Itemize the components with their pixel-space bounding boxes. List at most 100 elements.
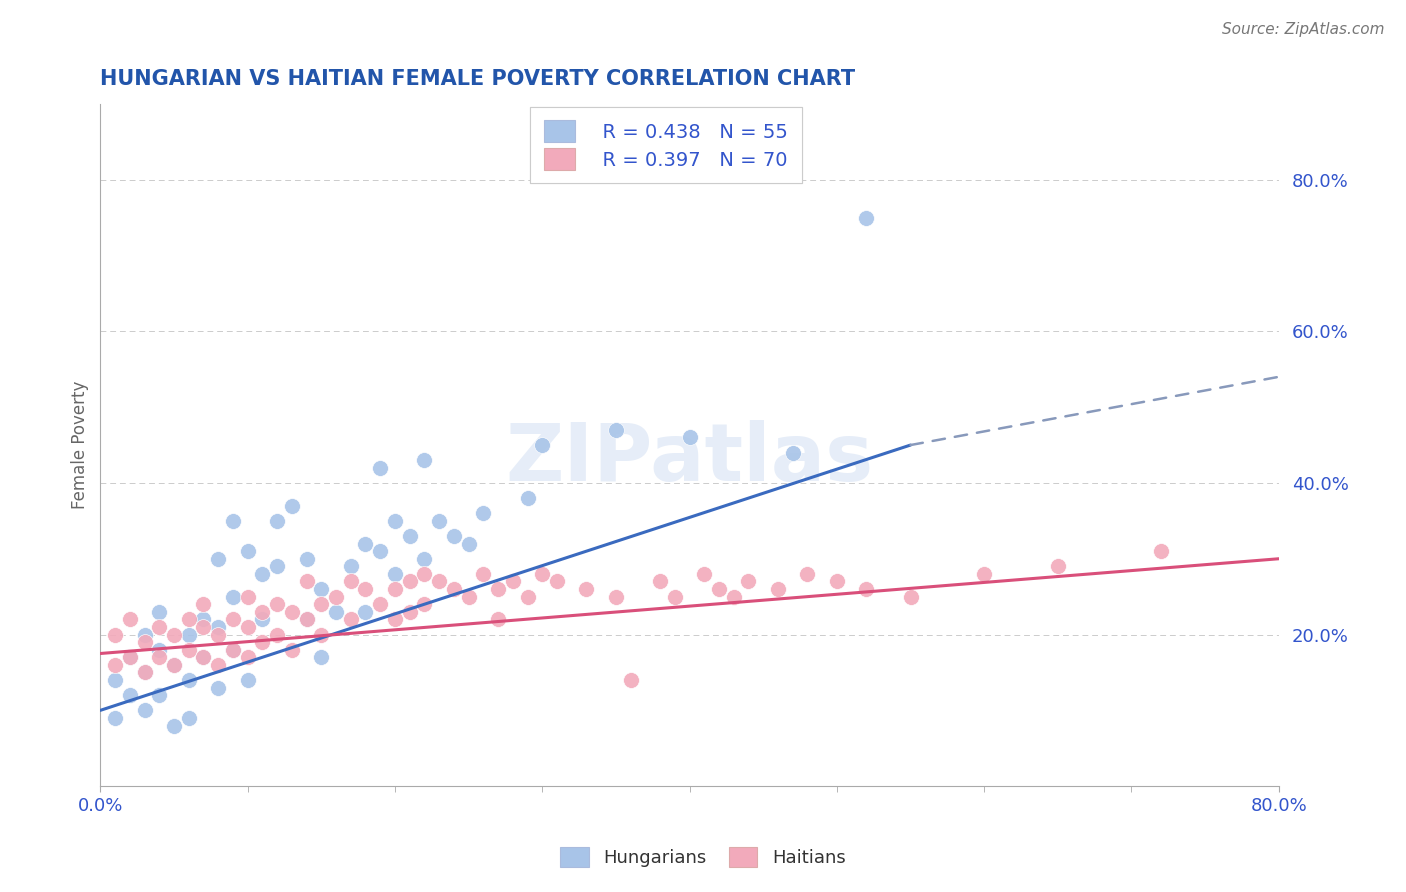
Text: ZIPatlas: ZIPatlas [505,420,873,498]
Text: HUNGARIAN VS HAITIAN FEMALE POVERTY CORRELATION CHART: HUNGARIAN VS HAITIAN FEMALE POVERTY CORR… [100,69,855,88]
Point [413,566,436,581]
Point [207,657,229,672]
Point [531,438,554,452]
Point [457,536,479,550]
Point [443,582,465,596]
Point [193,650,215,665]
Point [900,590,922,604]
Point [134,627,156,641]
Point [134,665,156,680]
Y-axis label: Female Poverty: Female Poverty [72,381,89,509]
Point [266,559,288,574]
Point [207,681,229,695]
Point [413,453,436,467]
Point [222,642,245,657]
Point [207,620,229,634]
Point [193,650,215,665]
Point [222,590,245,604]
Point [193,612,215,626]
Point [222,612,245,626]
Point [266,597,288,611]
Point [427,574,450,589]
Point [134,635,156,649]
Point [163,627,186,641]
Point [104,711,127,725]
Text: Source: ZipAtlas.com: Source: ZipAtlas.com [1222,22,1385,37]
Point [973,566,995,581]
Point [148,688,170,702]
Point [177,673,200,687]
Point [311,582,333,596]
Point [266,627,288,641]
Point [207,627,229,641]
Point [531,566,554,581]
Point [295,551,318,566]
Point [207,551,229,566]
Point [664,590,686,604]
Point [134,703,156,717]
Point [472,566,495,581]
Point [104,657,127,672]
Point [311,597,333,611]
Point [118,688,141,702]
Point [472,506,495,520]
Point [148,605,170,619]
Point [354,536,377,550]
Point [546,574,568,589]
Point [502,574,524,589]
Point [398,529,420,543]
Point [368,597,391,611]
Point [486,612,509,626]
Point [796,566,818,581]
Point [766,582,789,596]
Point [486,582,509,596]
Point [118,612,141,626]
Point [723,590,745,604]
Point [737,574,759,589]
Point [427,514,450,528]
Point [104,673,127,687]
Point [648,574,671,589]
Point [148,642,170,657]
Legend:   R = 0.438   N = 55,   R = 0.397   N = 70: R = 0.438 N = 55, R = 0.397 N = 70 [530,107,801,183]
Point [605,423,627,437]
Point [678,430,700,444]
Point [575,582,598,596]
Point [354,605,377,619]
Point [177,642,200,657]
Point [457,590,479,604]
Point [236,620,259,634]
Point [413,551,436,566]
Point [384,582,406,596]
Point [339,559,361,574]
Point [443,529,465,543]
Point [295,612,318,626]
Point [177,711,200,725]
Point [295,574,318,589]
Point [413,597,436,611]
Point [252,605,274,619]
Point [252,635,274,649]
Point [177,612,200,626]
Point [1150,544,1173,558]
Point [384,566,406,581]
Point [707,582,730,596]
Point [193,620,215,634]
Point [782,445,804,459]
Point [193,597,215,611]
Point [222,514,245,528]
Point [693,566,716,581]
Point [118,650,141,665]
Point [236,673,259,687]
Point [855,211,877,225]
Point [104,627,127,641]
Point [516,491,538,505]
Point [339,612,361,626]
Point [252,612,274,626]
Point [163,657,186,672]
Point [339,574,361,589]
Legend: Hungarians, Haitians: Hungarians, Haitians [553,839,853,874]
Point [855,582,877,596]
Point [236,544,259,558]
Point [1046,559,1069,574]
